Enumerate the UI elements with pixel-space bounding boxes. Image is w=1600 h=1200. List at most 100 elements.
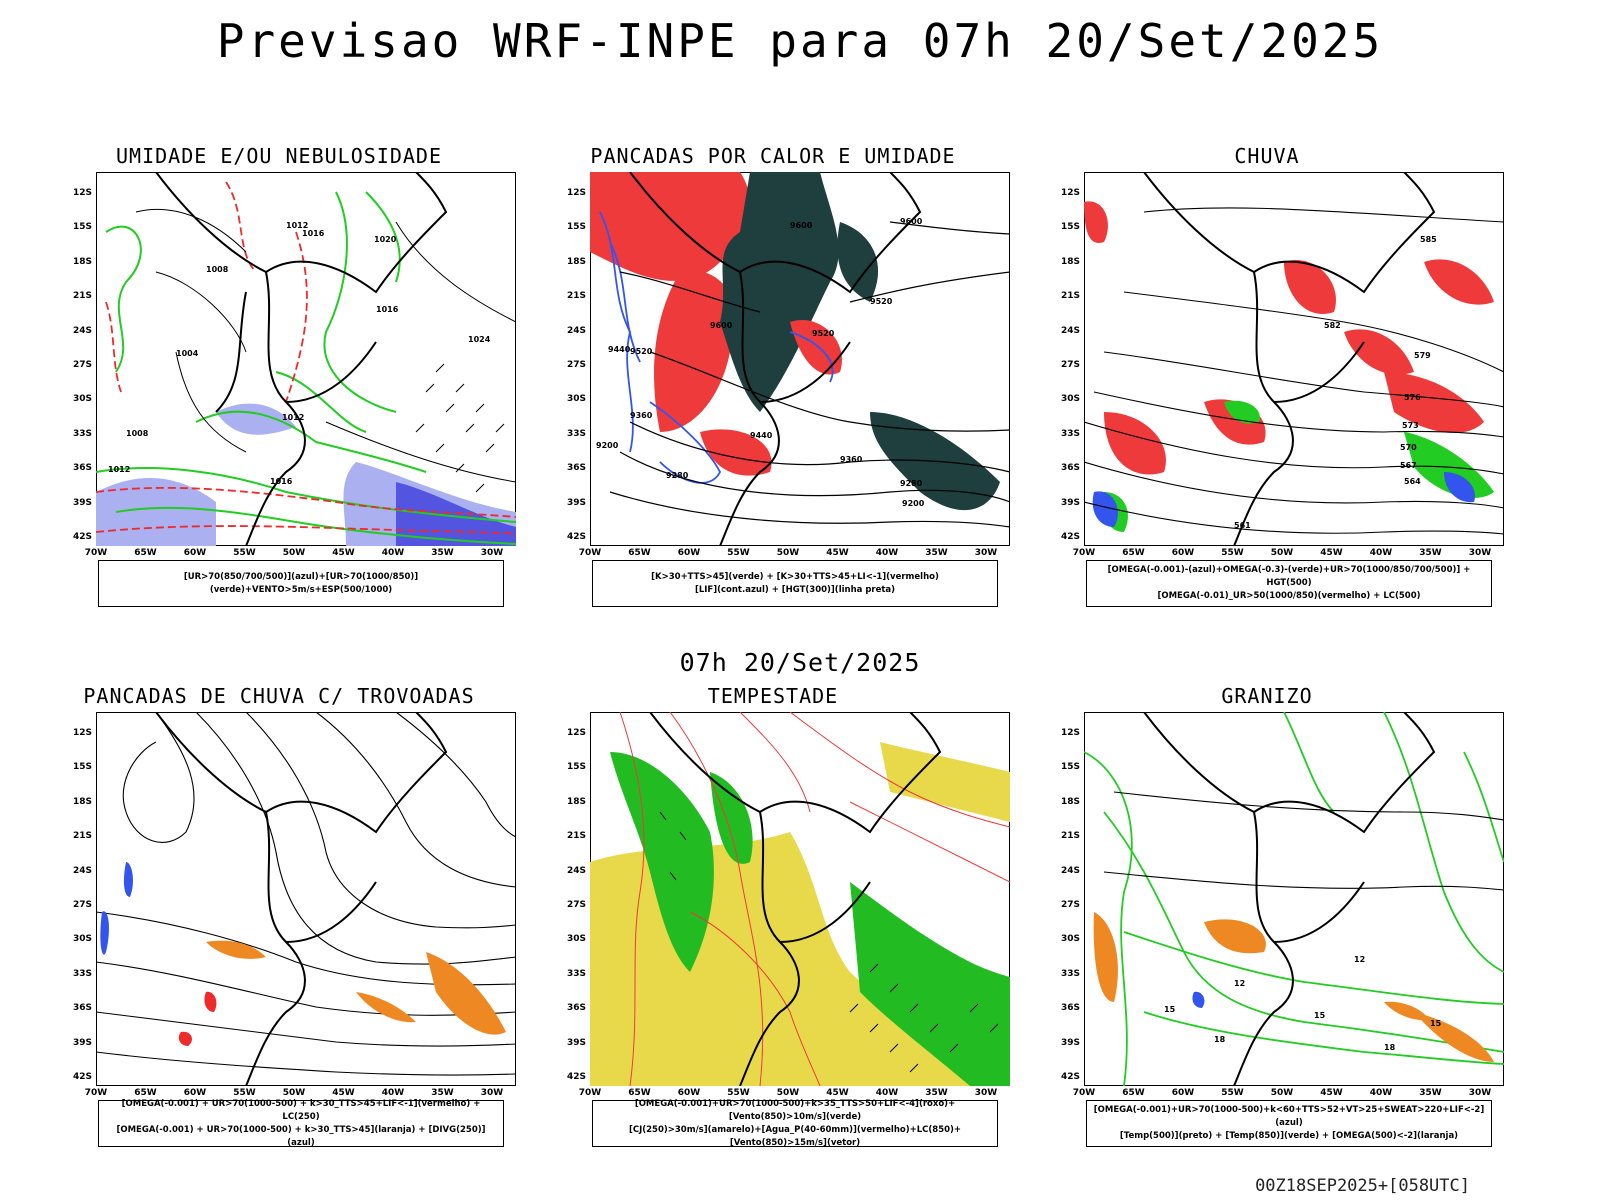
lat-tick-label: 39S: [72, 1037, 92, 1048]
lon-tick-label: 55W: [233, 548, 256, 558]
contour-label: 15: [1314, 1011, 1326, 1020]
contour-label: 1016: [270, 477, 293, 486]
lat-tick-label: 30S: [566, 394, 586, 405]
lon-tick-label: 30W: [480, 1088, 504, 1098]
contour-label: 12: [1234, 979, 1245, 988]
contour-label: 18: [1384, 1043, 1396, 1052]
panel-legend: [OMEGA(-0.001)-(azul)+OMEGA(-0.3)-(verde…: [1086, 560, 1492, 607]
panel-granizo: GRANIZO: [1032, 684, 1504, 1164]
contour-label: 579: [1414, 351, 1431, 360]
lon-tick-label: 50W: [282, 548, 306, 558]
lat-tick-label: 27S: [1060, 900, 1080, 910]
lat-tick-label: 21S: [72, 291, 92, 302]
lon-tick-label: 70W: [578, 1088, 602, 1098]
lon-tick-label: 65W: [628, 548, 651, 558]
contour-label: 567: [1400, 461, 1417, 470]
lat-tick-label: 24S: [1060, 325, 1080, 336]
contour-label: 1012: [286, 221, 308, 230]
lon-tick-label: 45W: [332, 548, 355, 558]
hgt500-contours: [1084, 207, 1504, 535]
lat-tick-label: 15S: [566, 222, 586, 233]
map-frame: [96, 712, 516, 1086]
lon-tick-label: 45W: [1320, 548, 1343, 558]
panel-legend: [UR>70(850/700/500)](azul)+[UR>70(1000/8…: [98, 560, 504, 607]
blue-hail-patches: [1192, 991, 1205, 1008]
lat-tick-label: 21S: [566, 831, 586, 842]
panel-title: PANCADAS POR CALOR E UMIDADE: [590, 144, 956, 168]
legend-line: [OMEGA(-0.001) + UR>70(1000-500) + k>30_…: [121, 1098, 481, 1122]
lon-tick-label: 35W: [431, 1088, 454, 1098]
lat-tick-label: 39S: [72, 497, 92, 508]
lat-tick-label: 12S: [72, 188, 92, 198]
lon-tick-label: 55W: [727, 1088, 750, 1098]
map-area: [590, 712, 1010, 1086]
lat-tick-label: 36S: [1060, 1003, 1080, 1014]
contour-label: 570: [1400, 443, 1417, 452]
lon-tick-label: 30W: [974, 548, 998, 558]
lat-tick-label: 33S: [566, 428, 586, 439]
lat-tick-label: 18S: [566, 796, 586, 807]
panel-title: UMIDADE E/OU NEBULOSIDADE: [115, 144, 443, 168]
valid-time-label: 07h 20/Set/2025: [679, 648, 921, 677]
lon-tick-label: 65W: [134, 1088, 157, 1098]
contour-label: 9280: [666, 471, 689, 480]
contour-label: 9280: [900, 479, 923, 488]
lon-tick-label: 35W: [925, 1088, 948, 1098]
lon-tick-label: 60W: [677, 1088, 701, 1098]
lon-tick-label: 30W: [1468, 548, 1492, 558]
contour-label: 18: [1214, 1035, 1226, 1044]
legend-line: [K>30+TTS>45](verde) + [K>30+TTS>45+LI<-…: [651, 571, 939, 582]
legend-line: [OMEGA(-0.001)-(azul)+OMEGA(-0.3)-(verde…: [1107, 565, 1471, 588]
lat-tick-label: 30S: [72, 394, 92, 405]
contour-label: 1008: [206, 265, 229, 274]
lon-tick-label: 40W: [875, 548, 899, 558]
contour-label: 585: [1420, 235, 1437, 244]
panel-trovoadas: PANCADAS DE CHUVA C/ TROVOADAS: [44, 684, 516, 1164]
country-borders: [155, 172, 448, 546]
red-shade: [654, 270, 737, 432]
lon-tick-label: 35W: [431, 548, 454, 558]
lat-tick-label: 42S: [72, 1072, 92, 1082]
contour-label: 9600: [710, 321, 733, 330]
legend-line: [CJ(250)>30m/s](amarelo)+[Agua_P(40-60mm…: [628, 1124, 962, 1148]
lon-tick-label: 30W: [974, 1088, 998, 1098]
lat-tick-label: 39S: [566, 497, 586, 508]
lat-tick-label: 33S: [1060, 968, 1080, 979]
lat-tick-label: 33S: [72, 428, 92, 439]
country-borders: [1143, 172, 1436, 546]
lat-tick-label: 18S: [1060, 256, 1080, 267]
contour-label: 9440: [608, 345, 631, 354]
lat-tick-label: 42S: [1060, 1072, 1080, 1082]
lon-tick-label: 40W: [381, 548, 405, 558]
country-borders: [155, 712, 448, 1086]
yellow-jet-shade: [880, 742, 1010, 822]
lat-tick-label: 18S: [566, 256, 586, 267]
lat-tick-label: 12S: [566, 188, 586, 198]
map-svg: 585 582 579 576 573 570 567 564 561: [1084, 172, 1504, 546]
lon-tick-label: 45W: [332, 1088, 355, 1098]
contour-label: 1008: [126, 429, 149, 438]
lon-tick-label: 60W: [183, 548, 207, 558]
lon-tick-label: 65W: [134, 548, 157, 558]
lat-tick-label: 15S: [566, 762, 586, 773]
green-wind-shade: [710, 772, 753, 864]
lon-tick-label: 50W: [776, 1088, 800, 1098]
lat-tick-label: 42S: [1060, 532, 1080, 542]
lat-tick-label: 33S: [1060, 428, 1080, 439]
lon-tick-label: 60W: [1171, 548, 1195, 558]
contour-label: 1020: [374, 235, 397, 244]
contour-label: 9520: [630, 347, 653, 356]
lat-tick-label: 39S: [1060, 497, 1080, 508]
lat-tick-label: 36S: [566, 1003, 586, 1014]
lon-tick-label: 60W: [1171, 1088, 1195, 1098]
lat-tick-label: 21S: [566, 291, 586, 302]
lat-tick-label: 27S: [72, 900, 92, 910]
map-area: 585 582 579 576 573 570 567 564 561: [1084, 172, 1504, 546]
temp500-contours: [1103, 791, 1504, 891]
lon-tick-label: 60W: [677, 548, 701, 558]
lat-tick-label: 21S: [1060, 291, 1080, 302]
lat-tick-label: 12S: [1060, 188, 1080, 198]
lat-tick-label: 24S: [72, 865, 92, 876]
panel-legend: [OMEGA(-0.001) + UR>70(1000-500) + k>30_…: [98, 1098, 504, 1148]
lon-tick-label: 45W: [826, 1088, 849, 1098]
